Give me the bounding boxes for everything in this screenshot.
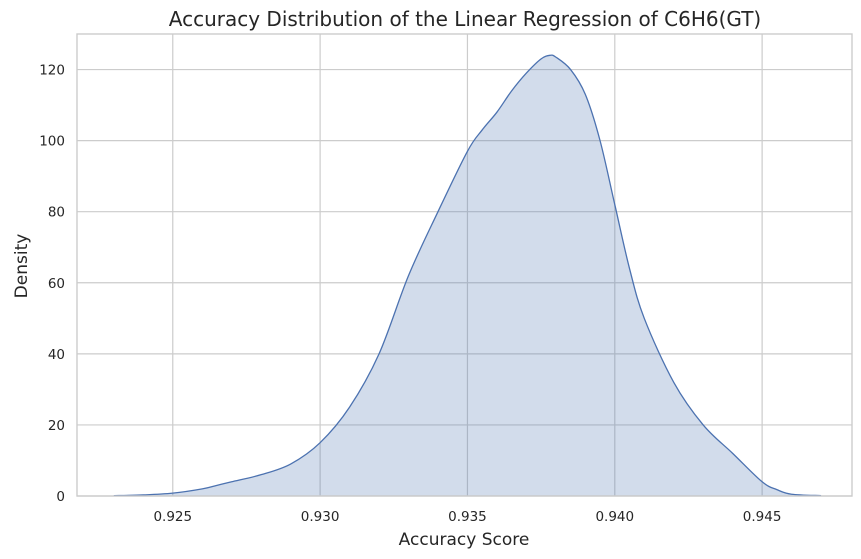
y-tick-label: 0 <box>56 489 65 505</box>
density-area <box>113 55 822 497</box>
y-tick-label: 80 <box>48 205 65 221</box>
plot-frame <box>76 33 853 497</box>
y-tick-label: 60 <box>48 276 65 292</box>
x-tick-label: 0.945 <box>743 509 782 525</box>
y-axis-ticks: 0 20 40 60 80 100 120 <box>39 63 65 505</box>
y-axis-label: Density <box>12 234 32 299</box>
x-tick-label: 0.935 <box>448 509 487 525</box>
x-tick-label: 0.930 <box>301 509 340 525</box>
x-axis-ticks: 0.925 0.930 0.935 0.940 0.945 <box>153 509 781 525</box>
x-tick-label: 0.940 <box>595 509 634 525</box>
y-tick-label: 100 <box>39 134 65 150</box>
y-tick-label: 20 <box>48 418 65 434</box>
density-line <box>113 54 822 497</box>
x-axis-label: Accuracy Score <box>399 530 530 550</box>
x-tick-label: 0.925 <box>153 509 192 525</box>
y-tick-label: 40 <box>48 347 65 363</box>
y-tick-label: 120 <box>39 63 65 79</box>
chart-title: Accuracy Distribution of the Linear Regr… <box>169 7 761 31</box>
